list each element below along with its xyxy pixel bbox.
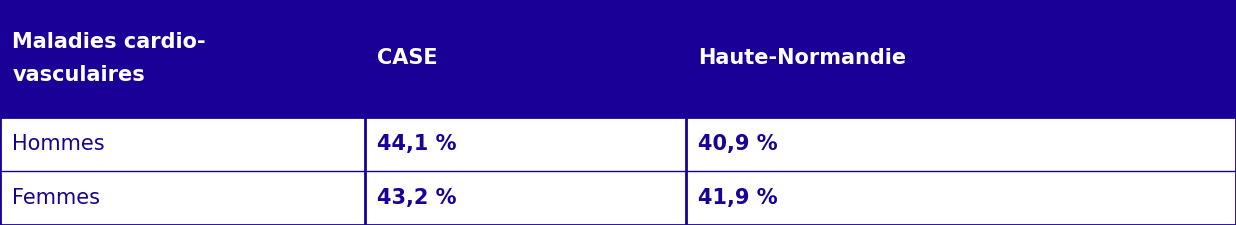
- Text: Hommes: Hommes: [12, 134, 105, 154]
- Text: CASE: CASE: [377, 49, 438, 68]
- Text: 41,9 %: 41,9 %: [698, 188, 777, 208]
- Text: 40,9 %: 40,9 %: [698, 134, 777, 154]
- Bar: [0, 0, 1236, 117]
- Bar: [0, 117, 1236, 171]
- Text: 43,2 %: 43,2 %: [377, 188, 456, 208]
- Text: Maladies cardio-
vasculaires: Maladies cardio- vasculaires: [12, 32, 206, 85]
- Text: Haute-Normandie: Haute-Normandie: [698, 49, 906, 68]
- Text: 44,1 %: 44,1 %: [377, 134, 456, 154]
- Bar: [0, 171, 1236, 225]
- Text: Femmes: Femmes: [12, 188, 100, 208]
